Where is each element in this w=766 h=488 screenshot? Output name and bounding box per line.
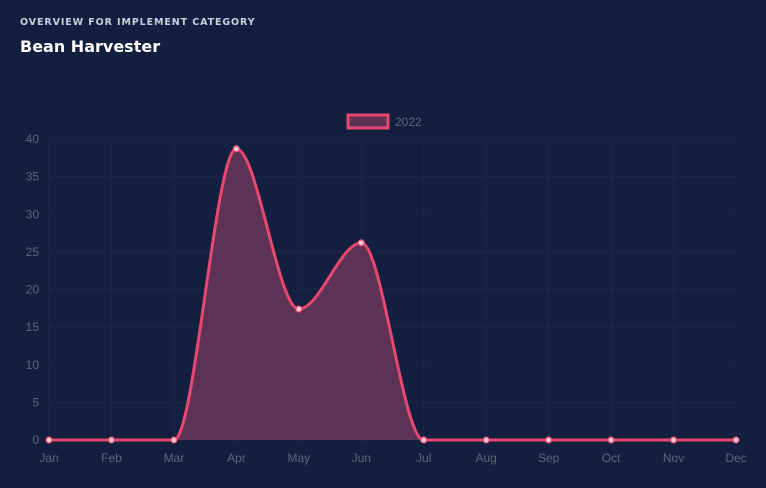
data-point[interactable] <box>545 436 553 444</box>
y-tick-label: 35 <box>26 170 40 184</box>
grid-lines <box>48 138 737 445</box>
x-axis-ticks: Jan Feb Mar Apr May Jun Jul Aug Sep Oct Nov Dec <box>39 451 746 465</box>
data-point[interactable] <box>357 239 365 247</box>
y-tick-label: 25 <box>26 245 40 259</box>
x-tick-label: Sep <box>538 451 560 465</box>
y-tick-label: 10 <box>26 358 40 372</box>
data-point[interactable] <box>482 436 490 444</box>
x-tick-label: Dec <box>725 451 746 465</box>
legend-swatch[interactable] <box>346 113 390 130</box>
data-point[interactable] <box>45 436 53 444</box>
x-tick-label: Oct <box>602 451 621 465</box>
page-title: Bean Harvester <box>20 37 161 56</box>
x-tick-label: Jul <box>416 451 431 465</box>
x-tick-label: May <box>287 451 310 465</box>
data-point[interactable] <box>732 436 740 444</box>
data-point[interactable] <box>295 305 303 313</box>
y-tick-label: 5 <box>32 395 39 409</box>
y-tick-label: 30 <box>26 207 40 221</box>
y-tick-label: 20 <box>26 283 40 297</box>
category-overline: OVERVIEW FOR IMPLEMENT CATEGORY <box>20 17 256 28</box>
x-tick-label: Aug <box>476 451 497 465</box>
x-tick-label: Feb <box>101 451 122 465</box>
x-tick-label: Mar <box>164 451 185 465</box>
x-tick-label: Apr <box>227 451 246 465</box>
series-fill <box>49 148 736 440</box>
y-axis-ticks: 0 5 10 15 20 25 30 35 40 <box>26 132 40 447</box>
x-tick-label: Jan <box>39 451 58 465</box>
data-point[interactable] <box>420 436 428 444</box>
data-point[interactable] <box>232 145 240 153</box>
data-point[interactable] <box>107 436 116 444</box>
y-tick-label: 0 <box>32 433 39 447</box>
x-tick-label: Jun <box>352 451 371 465</box>
legend-label[interactable]: 2022 <box>395 115 422 129</box>
y-tick-label: 40 <box>26 132 40 146</box>
legend[interactable]: 2022 <box>346 113 422 130</box>
series-area <box>47 147 738 442</box>
data-point[interactable] <box>170 436 178 444</box>
data-points <box>45 145 740 444</box>
y-tick-label: 15 <box>26 320 40 334</box>
data-point[interactable] <box>669 436 678 444</box>
x-tick-label: Nov <box>663 451 684 465</box>
data-point[interactable] <box>607 436 615 444</box>
